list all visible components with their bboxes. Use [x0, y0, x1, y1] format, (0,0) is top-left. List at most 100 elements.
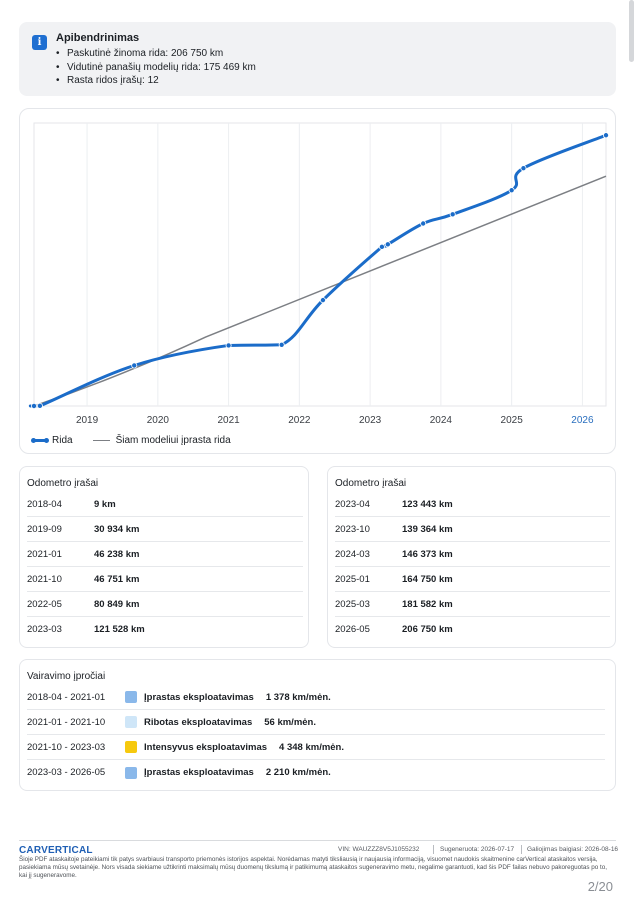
odometer-value: 139 364 km [402, 523, 453, 535]
odometer-row: 2021-10 46 751 km [27, 567, 303, 592]
mileage-point [319, 297, 326, 304]
mileage-point [508, 187, 515, 194]
summary-item: Rasta ridos įrašų: 12 [56, 74, 256, 88]
odometer-row: 2026-05 206 750 km [335, 617, 610, 642]
x-tick-label: 2022 [288, 415, 311, 426]
odometer-row: 2019-09 30 934 km [27, 517, 303, 542]
mileage-chart-card: 2019 2020 2021 2022 2023 2024 2025 2026 Rida Ši… [19, 108, 616, 454]
brand-logo: CARVERTICAL [19, 845, 93, 856]
odometer-date: 2018-04 [27, 498, 62, 510]
driving-label: Intensyvus eksploatavimas [144, 741, 268, 753]
mileage-point [36, 402, 43, 409]
x-tick-label: 2023 [359, 415, 382, 426]
odometer-row: 2018-04 9 km [27, 492, 303, 517]
mileage-point [378, 243, 385, 250]
legend-typical-label: Šiam modeliui įprasta rida [115, 435, 231, 446]
driving-habits-card: Vairavimo įpročiai 2018-04 - 2021-01 Įpr… [19, 659, 616, 791]
driving-rate: 4 348 km/mėn. [279, 741, 345, 753]
odometer-date: 2021-01 [27, 548, 62, 560]
mileage-point [420, 220, 427, 227]
vin-text: VIN: WAUZZZ8V5J1055232 [338, 846, 420, 853]
odometer-value: 181 582 km [402, 598, 453, 610]
odometer-value: 80 849 km [94, 598, 140, 610]
page-number: 2/20 [587, 879, 613, 894]
odometer-title: Odometro įrašai [27, 478, 99, 489]
summary-box: i Apibendrinimas Paskutinė žinoma rida: … [19, 22, 616, 96]
x-tick-label: 2024 [430, 415, 453, 426]
odometer-value: 146 373 km [402, 548, 453, 560]
meta-separator [521, 845, 522, 854]
mileage-point [225, 342, 232, 349]
generated-date: Sugeneruota: 2026-07-17 [440, 846, 515, 853]
driving-label: Ribotas eksploatavimas [144, 716, 253, 728]
odometer-row: 2025-03 181 582 km [335, 592, 610, 617]
legend-mileage-label: Rida [52, 435, 73, 446]
driving-color-swatch [125, 716, 137, 728]
driving-row: 2023-03 - 2026-05 Įprastas eksploatavima… [27, 760, 605, 785]
odometer-row: 2022-05 80 849 km [27, 592, 303, 617]
driving-color-swatch [125, 766, 137, 779]
driving-title: Vairavimo įpročiai [27, 671, 106, 682]
x-tick-label: 2021 [217, 415, 240, 426]
mileage-point [278, 341, 285, 348]
meta-separator [433, 845, 434, 854]
odometer-date: 2024-03 [335, 548, 370, 560]
driving-period: 2023-03 - 2026-05 [27, 767, 106, 778]
odometer-row: 2021-01 46 238 km [27, 542, 303, 567]
odometer-value: 121 528 km [94, 624, 145, 635]
driving-color-swatch [125, 691, 137, 703]
x-tick-label: 2026 [571, 415, 594, 426]
summary-title: Apibendrinimas [56, 32, 140, 44]
odometer-row: 2023-04 123 443 km [335, 492, 610, 517]
mileage-chart: 2019 2020 2021 2022 2023 2024 2025 2026 [28, 122, 610, 426]
mileage-point [603, 132, 610, 139]
x-tick-label: 2020 [147, 415, 170, 426]
scrollbar[interactable] [629, 0, 634, 62]
odometer-value: 123 443 km [402, 498, 453, 510]
driving-rate: 1 378 km/mėn. [265, 691, 331, 703]
odometer-card-right: Odometro įrašai 2023-04 123 443 km 2023-1… [327, 466, 616, 648]
odometer-date: 2019-09 [27, 523, 62, 535]
driving-rate: 2 210 km/mėn. [265, 767, 331, 778]
valid-until-date: Galiojimas baigiasi: 2026-08-16 [527, 846, 619, 853]
odometer-value: 164 750 km [402, 573, 453, 585]
odometer-value: 206 750 km [402, 624, 453, 635]
mileage-point [520, 165, 527, 172]
odometer-row: 2023-10 139 364 km [335, 517, 610, 542]
odometer-date: 2026-05 [335, 624, 370, 635]
odometer-title: Odometro įrašai [335, 478, 407, 489]
odometer-value: 9 km [94, 498, 116, 510]
odometer-value: 46 751 km [94, 573, 140, 585]
footer-divider [19, 840, 616, 841]
legend-mileage-marker [31, 438, 49, 443]
odometer-row: 2025-01 164 750 km [335, 567, 610, 592]
odometer-date: 2023-04 [335, 498, 370, 510]
plot-area [33, 122, 607, 407]
odometer-card-left: Odometro įrašai 2018-04 9 km 2019-09 30 93… [19, 466, 309, 648]
driving-rate: 56 km/mėn. [264, 716, 316, 728]
summary-item: Paskutinė žinoma rida: 206 750 km [56, 47, 256, 61]
chart-legend: Rida Šiam modeliui įprasta rida [31, 435, 231, 446]
odometer-row: 2024-03 146 373 km [335, 542, 610, 567]
mileage-point [384, 241, 391, 248]
disclaimer-text: Šioje PDF ataskaitoje pateikiami tik pat… [19, 856, 607, 879]
driving-row: 2021-01 - 2021-10 Ribotas eksploatavimas… [27, 710, 605, 735]
driving-period: 2021-01 - 2021-10 [27, 716, 106, 728]
mileage-point [131, 362, 138, 369]
driving-color-swatch [125, 741, 137, 753]
driving-label: Įprastas eksploatavimas [144, 767, 254, 778]
odometer-date: 2021-10 [27, 573, 62, 585]
summary-list: Paskutinė žinoma rida: 206 750 km Viduti… [56, 47, 256, 88]
odometer-row: 2023-03 121 528 km [27, 617, 303, 642]
mileage-point [30, 402, 37, 409]
driving-period: 2018-04 - 2021-01 [27, 691, 106, 703]
odometer-date: 2025-03 [335, 598, 370, 610]
x-tick-label: 2025 [501, 415, 524, 426]
info-icon: i [32, 35, 47, 50]
mileage-point [449, 211, 456, 218]
driving-period: 2021-10 - 2023-03 [27, 741, 106, 753]
odometer-date: 2023-03 [27, 624, 62, 635]
driving-row: 2018-04 - 2021-01 Įprastas eksploatavima… [27, 685, 605, 710]
odometer-value: 30 934 km [94, 523, 140, 535]
odometer-value: 46 238 km [94, 548, 140, 560]
